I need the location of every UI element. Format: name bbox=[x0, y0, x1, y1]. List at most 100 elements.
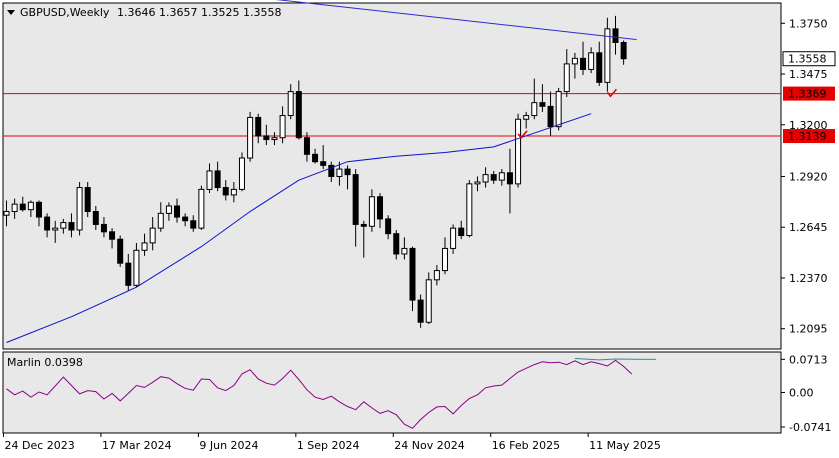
candle bbox=[100, 217, 107, 238]
oscillator-series bbox=[6, 358, 657, 429]
price-tick-label: 1.2645 bbox=[789, 221, 828, 234]
candle bbox=[588, 47, 595, 74]
price-tick-label: 1.2370 bbox=[789, 272, 828, 285]
dropdown-triangle-icon[interactable] bbox=[7, 10, 15, 15]
price-tick-label: 1.3200 bbox=[789, 119, 828, 132]
candle-body-bearish bbox=[596, 52, 603, 83]
price-tick-label: 1.2095 bbox=[789, 323, 828, 336]
candle-body-bearish bbox=[409, 247, 416, 301]
candle-body-bullish bbox=[425, 279, 432, 323]
candle-body-bullish bbox=[133, 249, 140, 286]
candle-body-bullish bbox=[563, 63, 570, 93]
candle bbox=[547, 91, 554, 136]
moving-average-series bbox=[6, 113, 592, 343]
candle-body-bearish bbox=[19, 203, 26, 211]
candle bbox=[571, 52, 578, 79]
candle bbox=[165, 202, 172, 221]
candle-body-bearish bbox=[92, 211, 99, 225]
candle bbox=[409, 246, 416, 312]
candle-body-bearish bbox=[547, 105, 554, 128]
candle bbox=[133, 242, 140, 288]
candle bbox=[109, 228, 116, 249]
candle bbox=[117, 235, 124, 267]
candle-body-bearish bbox=[612, 28, 619, 43]
candle-body-bullish bbox=[433, 270, 440, 281]
candle bbox=[523, 111, 530, 129]
candle-body-bearish bbox=[68, 222, 75, 231]
time-tick-label: 16 Feb 2025 bbox=[492, 439, 560, 452]
candle bbox=[263, 124, 270, 146]
candle-body-bearish bbox=[312, 153, 319, 163]
candle bbox=[482, 167, 489, 188]
candlestick-series bbox=[3, 15, 627, 328]
candle-body-bullish bbox=[555, 91, 562, 128]
candle-body-bearish bbox=[174, 205, 181, 218]
candle bbox=[190, 215, 197, 232]
oscillator-signal-line bbox=[574, 358, 657, 361]
candle bbox=[385, 215, 392, 240]
candle bbox=[27, 200, 34, 218]
candle-body-bearish bbox=[190, 220, 197, 229]
candle bbox=[214, 161, 221, 192]
candle bbox=[401, 237, 408, 260]
candle-body-bearish bbox=[303, 137, 310, 155]
candle-body-bullish bbox=[588, 52, 595, 70]
candle-body-bearish bbox=[222, 187, 229, 196]
candle-body-bearish bbox=[377, 196, 384, 220]
candle bbox=[295, 80, 302, 140]
horizontal-levels bbox=[3, 93, 781, 137]
candle-body-bearish bbox=[344, 168, 351, 176]
resistance-trend-line bbox=[275, 0, 637, 41]
candle bbox=[125, 253, 132, 291]
candle-body-bearish bbox=[539, 102, 546, 107]
candle bbox=[247, 111, 254, 162]
candle-body-bearish bbox=[182, 216, 189, 222]
candle-body-bearish bbox=[328, 164, 335, 177]
time-axis: 24 Dec 2023 17 Mar 2024 9 Jun 2024 1 Sep 20… bbox=[3, 433, 661, 452]
candle-body-bullish bbox=[368, 196, 375, 227]
candle bbox=[441, 237, 448, 275]
candle bbox=[425, 272, 432, 325]
candle-body-bullish bbox=[441, 247, 448, 272]
candle bbox=[466, 180, 473, 238]
candle-body-bearish bbox=[35, 201, 42, 218]
candle bbox=[222, 180, 229, 201]
candle-body-bullish bbox=[271, 137, 278, 141]
candle bbox=[563, 49, 570, 98]
candle-body-bearish bbox=[117, 238, 124, 264]
candle-body-bearish bbox=[360, 223, 367, 227]
candle bbox=[417, 294, 424, 328]
main-plot-area[interactable] bbox=[2, 2, 782, 350]
candle bbox=[539, 84, 546, 112]
candle bbox=[11, 198, 18, 219]
time-tick-label: 17 Mar 2024 bbox=[102, 439, 172, 452]
current-price-box bbox=[782, 51, 836, 67]
candle-body-bullish bbox=[3, 211, 10, 216]
price-tick-label: 1.3750 bbox=[789, 17, 828, 30]
candle bbox=[580, 41, 587, 75]
candle bbox=[474, 176, 481, 192]
candle-body-bullish bbox=[141, 242, 148, 251]
candle bbox=[52, 220, 59, 243]
candle-body-bearish bbox=[100, 223, 107, 233]
check-marks bbox=[517, 88, 618, 139]
candle bbox=[141, 233, 148, 256]
oscillator-label: Marlin 0.0398 bbox=[7, 356, 83, 369]
candle-body-bullish bbox=[498, 172, 505, 181]
candle-body-bullish bbox=[238, 157, 245, 190]
candle bbox=[393, 229, 400, 260]
level-label-box bbox=[783, 129, 835, 144]
oscillator-plot-area[interactable] bbox=[2, 351, 782, 434]
candle bbox=[68, 213, 75, 238]
candle-body-bullish bbox=[247, 116, 254, 159]
candle-body-bullish bbox=[531, 102, 538, 117]
osc-tick-label: 0.00 bbox=[789, 387, 814, 400]
level-label-box bbox=[783, 86, 835, 101]
time-tick-label: 11 May 2025 bbox=[589, 439, 661, 452]
candle-body-bearish bbox=[214, 170, 221, 189]
ohlc-readout: 1.3646 1.3657 1.3525 1.3558 bbox=[117, 6, 281, 19]
price-tick-label: 1.3475 bbox=[789, 68, 828, 81]
candle-body-bullish bbox=[60, 222, 67, 229]
check-mark-icon bbox=[517, 130, 528, 139]
candle bbox=[450, 224, 457, 254]
